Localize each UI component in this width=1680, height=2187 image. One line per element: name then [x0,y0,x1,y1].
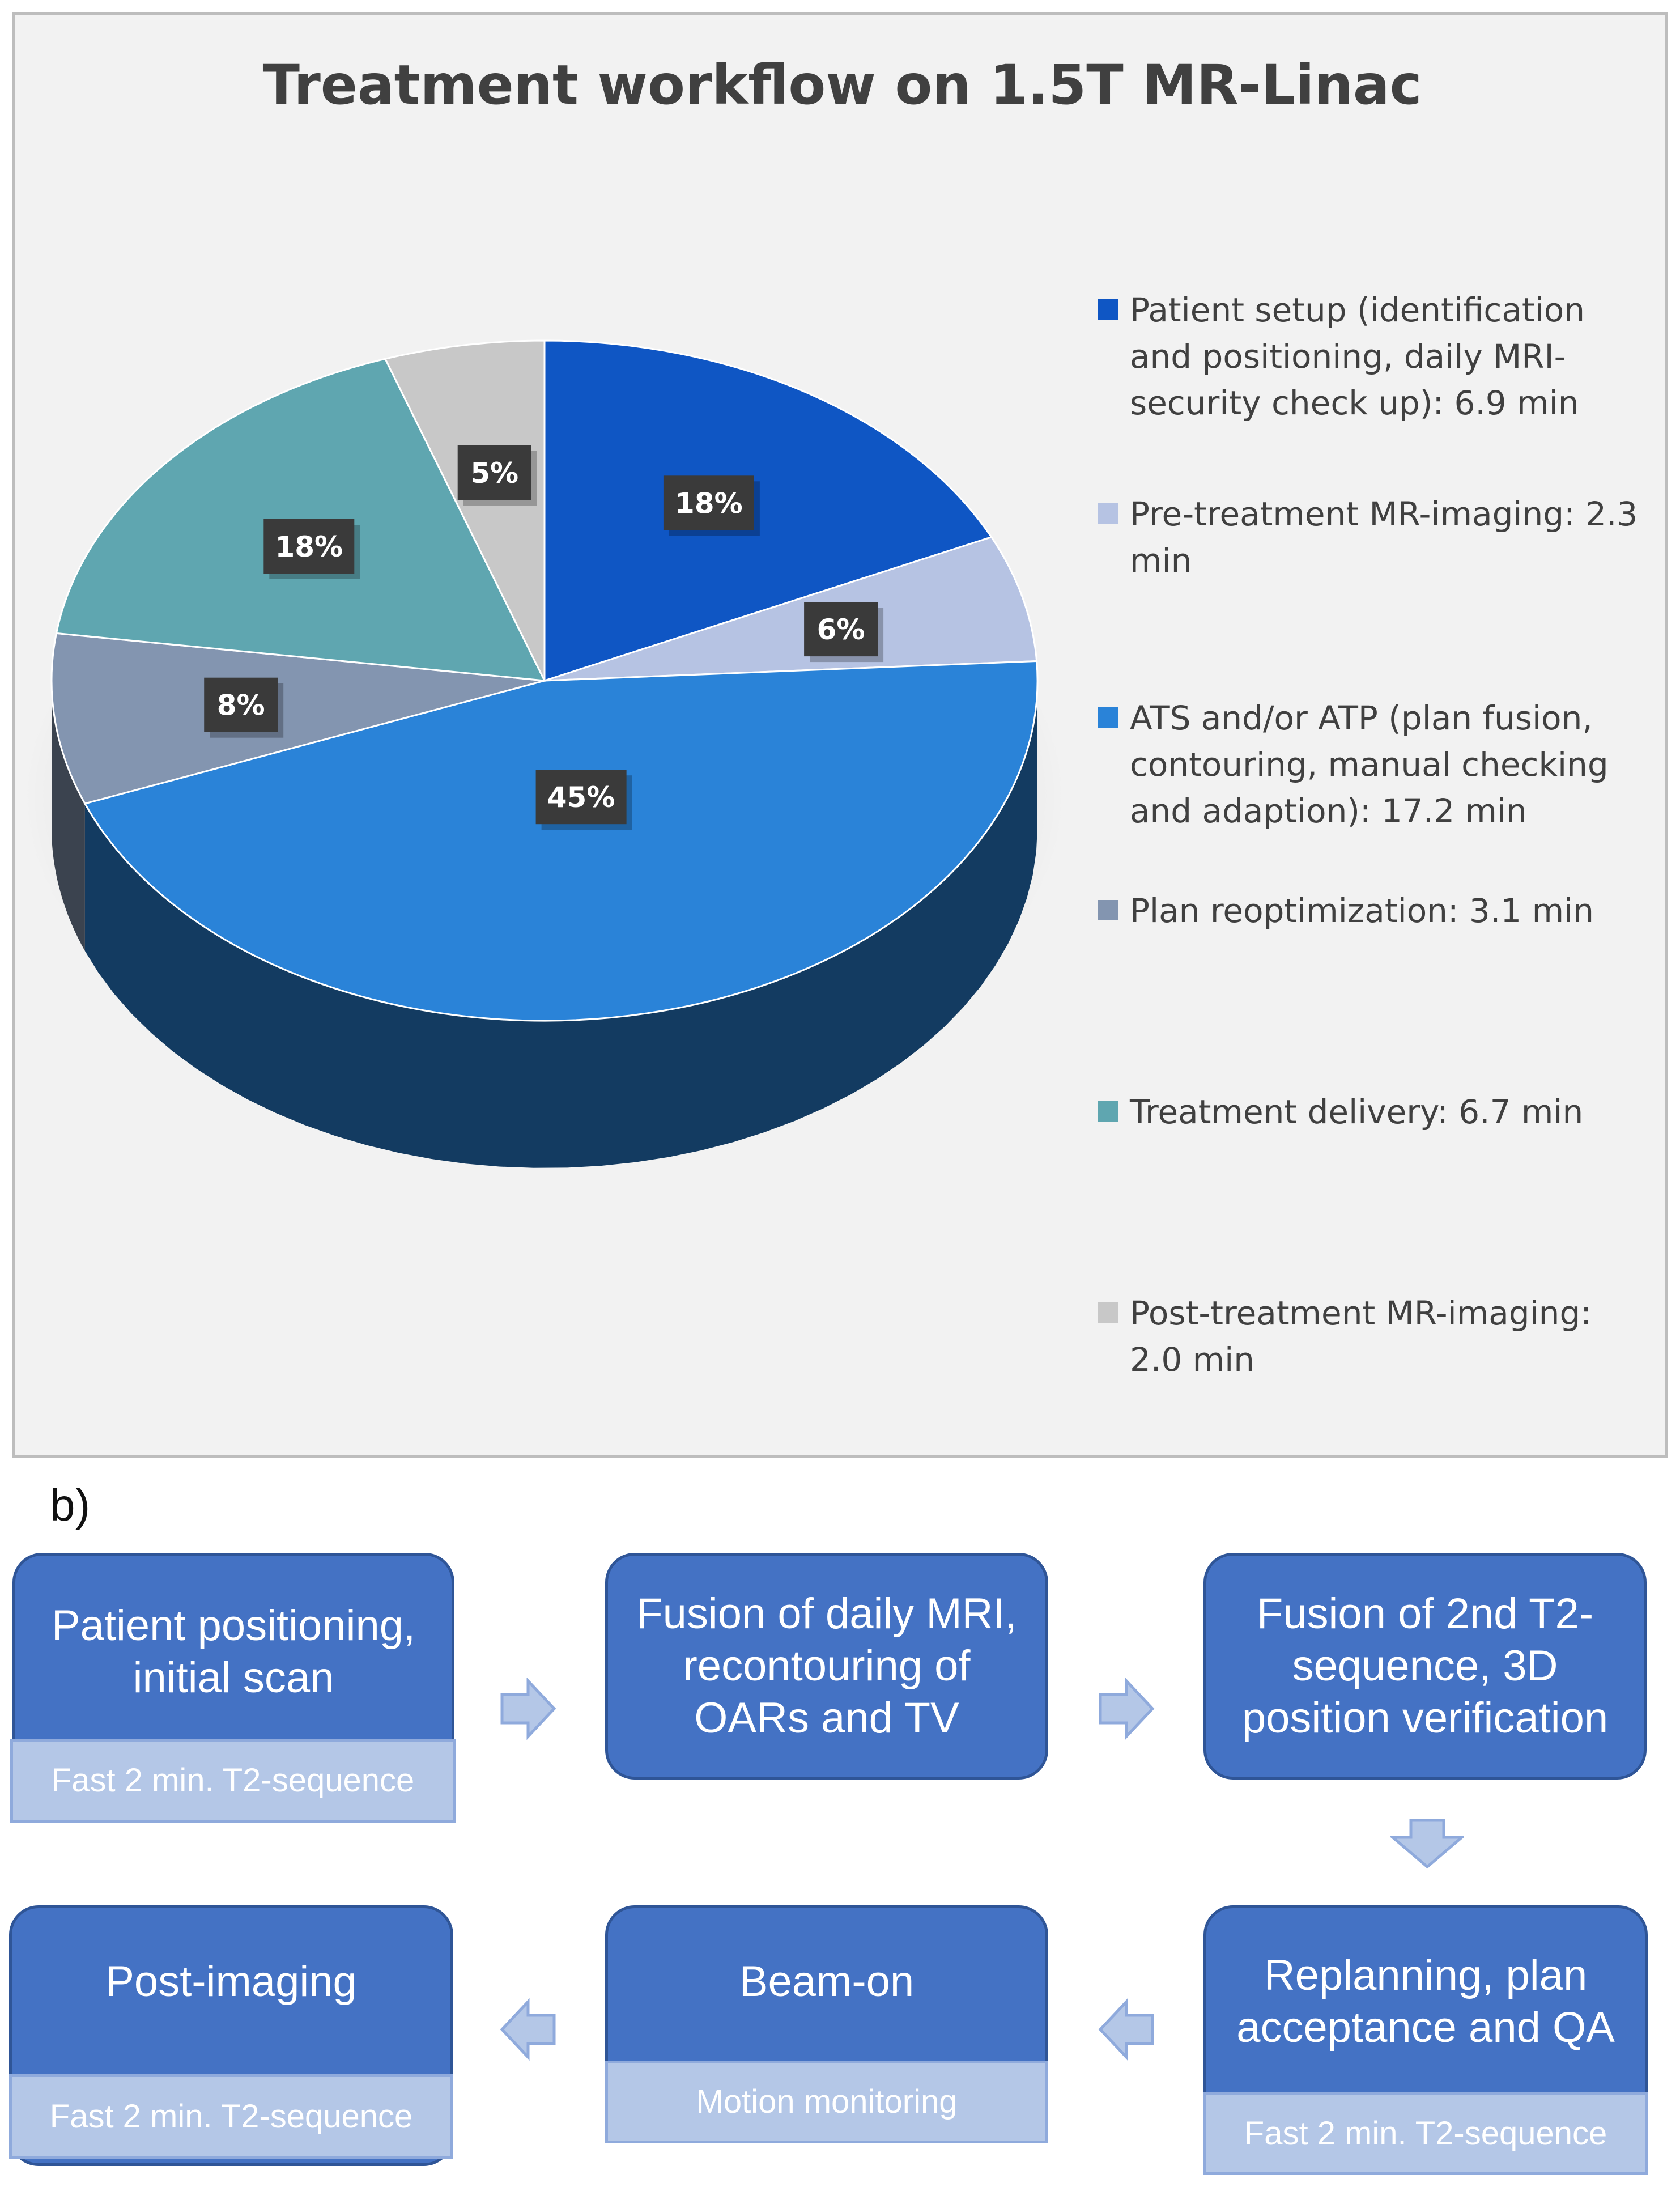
pie-side-2 [84,681,1037,1168]
flow-box-sub: Fast 2 min. T2-sequence [10,1739,456,1823]
svg-text:18%: 18% [675,487,743,520]
legend-label: Patient setup (identification and positi… [1130,291,1585,422]
pie-data-label: 18% [663,475,760,536]
legend-label: Treatment delivery: 6.7 min [1130,1093,1584,1131]
pie-slice-5 [384,339,546,681]
legend-swatch [1098,900,1118,920]
arrow-right-icon [1099,1678,1155,1740]
chart-title: Treatment workflow on 1.5T MR-Linac [262,53,1422,117]
flow-box-sub: Fast 2 min. T2-sequence [9,2074,453,2159]
arrow-down-icon [1390,1819,1464,1869]
panel-b-label: b) [50,1480,91,1530]
pie-side-3 [52,681,85,951]
legend-label: ATS and/or ATP (plan fusion, contouring,… [1130,699,1609,830]
pie-chart: 18% 6% 45% 8% 18% 5% [23,339,1066,1168]
pie-data-label: 45% [535,770,632,830]
arrow-left-icon [1098,1998,1154,2061]
flow-box-title: Beam-on [739,1957,915,2006]
legend-label: Pre-treatment MR-imaging: 2.3 min [1130,495,1638,580]
flow-box-fusion-daily-mri: Fusion of daily MRI, recontouring of OAR… [605,1553,1048,1780]
pie-chart-panel: Treatment workflow on 1.5T MR-Linac 18% 6… [12,12,1668,1458]
flow-box-title: Fusion of 2nd T2-sequence, 3D position v… [1241,1590,1609,1742]
legend-swatch [1098,707,1118,728]
pie-data-label: 6% [804,602,884,663]
arrow-right-icon [500,1678,556,1740]
pie-data-label: 5% [457,445,537,506]
legend-swatch [1098,299,1118,320]
pie-slice-2 [83,660,1039,1022]
legend-swatch [1098,503,1118,524]
pie-slice-3 [50,632,545,805]
pie-data-label: 8% [204,677,284,738]
pie-slice-0 [543,339,993,682]
flow-box-title: Patient positioning, initial scan [51,1602,416,1702]
flow-box-title: Replanning, plan acceptance and QA [1236,1951,1615,2052]
flow-box-fusion-2nd-t2: Fusion of 2nd T2-sequence, 3D position v… [1203,1553,1647,1780]
flow-box-title: Post-imaging [105,1957,357,2006]
pie-data-label: 18% [263,519,360,579]
pie-slice-1 [544,536,1038,682]
legend-label: Post-treatment MR-imaging: 2.0 min [1130,1294,1592,1379]
pie-slices [50,339,1039,1022]
flow-box-sub: Fast 2 min. T2-sequence [1203,2092,1648,2175]
arrow-left-icon [500,1998,556,2061]
pie-data-labels: 18% 6% 45% 8% 18% 5% [204,445,884,830]
pie-side-walls [52,681,1037,1168]
svg-text:8%: 8% [217,689,265,722]
svg-text:6%: 6% [817,613,865,646]
svg-text:5%: 5% [470,457,518,490]
legend-swatch [1098,1302,1118,1323]
flow-box-title: Fusion of daily MRI, recontouring of OAR… [636,1590,1017,1742]
flow-box-sub: Motion monitoring [605,2061,1048,2143]
legend-swatch [1098,1101,1118,1122]
svg-text:18%: 18% [275,530,343,563]
svg-text:45%: 45% [547,781,615,814]
legend-label: Plan reoptimization: 3.1 min [1130,891,1594,930]
